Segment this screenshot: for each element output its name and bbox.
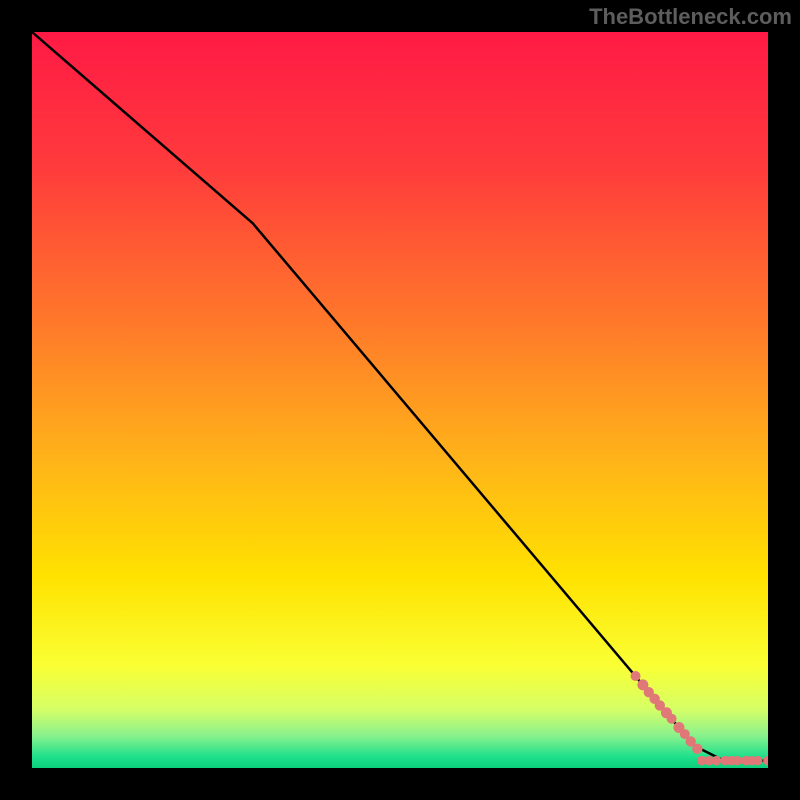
scatter-point bbox=[712, 756, 722, 766]
plot-svg bbox=[32, 32, 768, 768]
scatter-point bbox=[692, 744, 702, 754]
scatter-point bbox=[631, 671, 641, 681]
scatter-point bbox=[732, 756, 742, 766]
scatter-point bbox=[753, 756, 763, 766]
watermark-text: TheBottleneck.com bbox=[589, 4, 792, 30]
chart-frame: TheBottleneck.com bbox=[0, 0, 800, 800]
plot-area bbox=[32, 32, 768, 768]
scatter-point bbox=[667, 714, 677, 724]
gradient-background bbox=[32, 32, 768, 768]
